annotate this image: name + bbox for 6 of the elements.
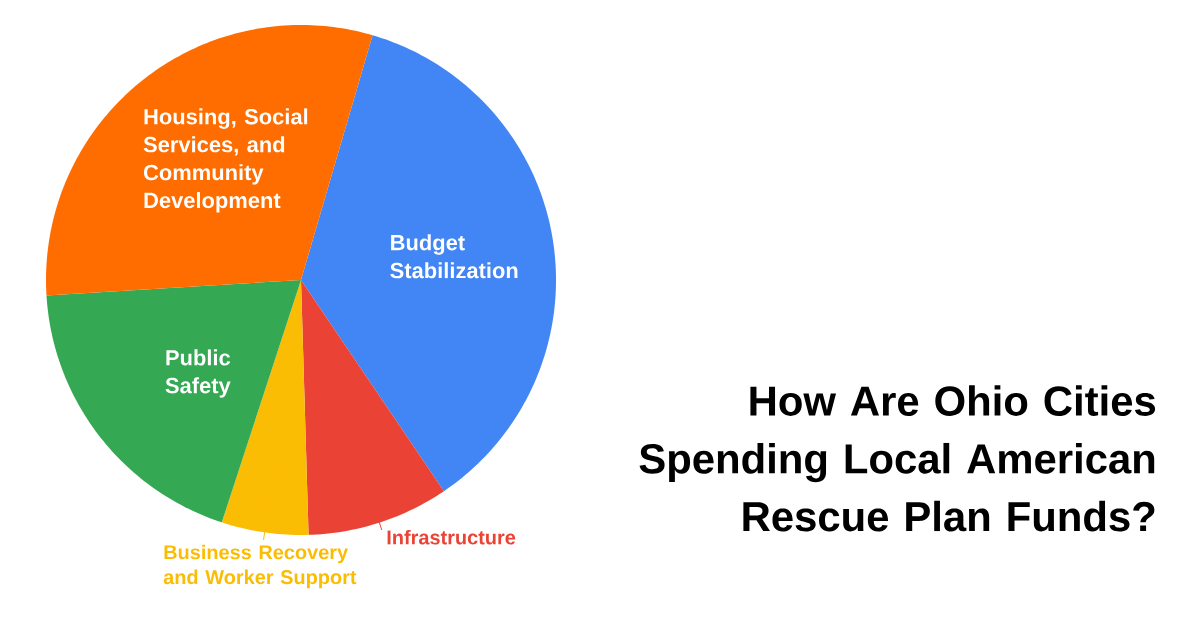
slice-label: Business Recovery and Worker Support xyxy=(163,544,357,589)
text: How Are Ohio Cities Spending Local American Rescue Plan Funds? xyxy=(639,385,1156,532)
slice-label: Housing, Social Services, and Community Development xyxy=(143,108,308,213)
slice-label: Public Safety xyxy=(165,349,231,398)
slice-label: Budget Stabilization xyxy=(390,234,518,279)
slice-label: Infrastructure xyxy=(387,529,516,545)
